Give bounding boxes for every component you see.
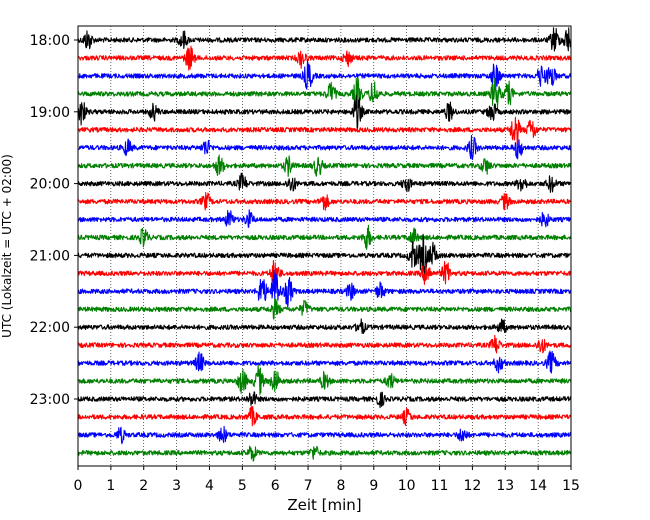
trace-2100 [78,233,571,278]
x-tick-label: 15 [562,478,580,494]
trace-2230 [78,350,571,374]
x-tick-label: 10 [398,478,416,494]
y-tick-label: 22:00 [30,320,70,336]
x-tick-label: 14 [529,478,547,494]
trace-2345 [78,445,571,462]
plot-frame [77,25,572,467]
trace-2115 [78,259,571,288]
trace-1900 [78,94,571,132]
trace-2300 [78,391,571,409]
trace-1830 [78,60,571,91]
x-tick-label: 0 [74,478,83,494]
x-tick-label: 12 [463,478,481,494]
trace-2145 [78,298,571,320]
trace-1945 [78,154,571,178]
trace-2000 [78,172,571,193]
x-tick-label: 3 [172,478,181,494]
trace-2045 [78,224,571,250]
x-tick-label: 6 [271,478,280,494]
x-tick-label: 1 [106,478,115,494]
x-tick-label: 5 [238,478,247,494]
y-axis-label: UTC (Lokalzeit = UTC + 02:00) [0,154,14,338]
y-tick-label: 21:00 [30,248,70,264]
y-tick-label: 20:00 [30,177,70,193]
trace-2315 [78,405,571,427]
trace-2015 [78,191,571,211]
trace-1915 [78,116,571,146]
y-tick-label: 18:00 [30,33,70,49]
trace-1815 [78,45,571,71]
grid-lines [110,26,539,466]
x-tick-label: 4 [205,478,214,494]
trace-2245 [78,364,571,396]
x-axis-ticks: 0 1 2 3 4 5 6 7 8 9 10 11 12 13 14 15 [74,466,580,494]
y-tick-label: 19:00 [30,105,70,121]
y-axis-ticks: 18:00 19:00 20:00 21:00 22:00 23:00 [30,33,78,408]
trace-2130 [78,269,571,308]
x-tick-label: 7 [304,478,313,494]
traces [78,27,571,462]
x-tick-label: 13 [496,478,514,494]
y-tick-label: 23:00 [30,392,70,408]
trace-1800 [78,27,571,52]
x-tick-label: 11 [431,478,449,494]
trace-2215 [78,334,571,354]
trace-2030 [78,209,571,228]
x-tick-label: 8 [336,478,345,494]
trace-2200 [78,318,571,335]
trace-1845 [78,77,571,109]
trace-1930 [78,135,571,161]
x-axis-label: Zeit [min] [287,496,361,514]
x-tick-label: 9 [369,478,378,494]
trace-2330 [78,425,571,445]
x-tick-label: 2 [139,478,148,494]
